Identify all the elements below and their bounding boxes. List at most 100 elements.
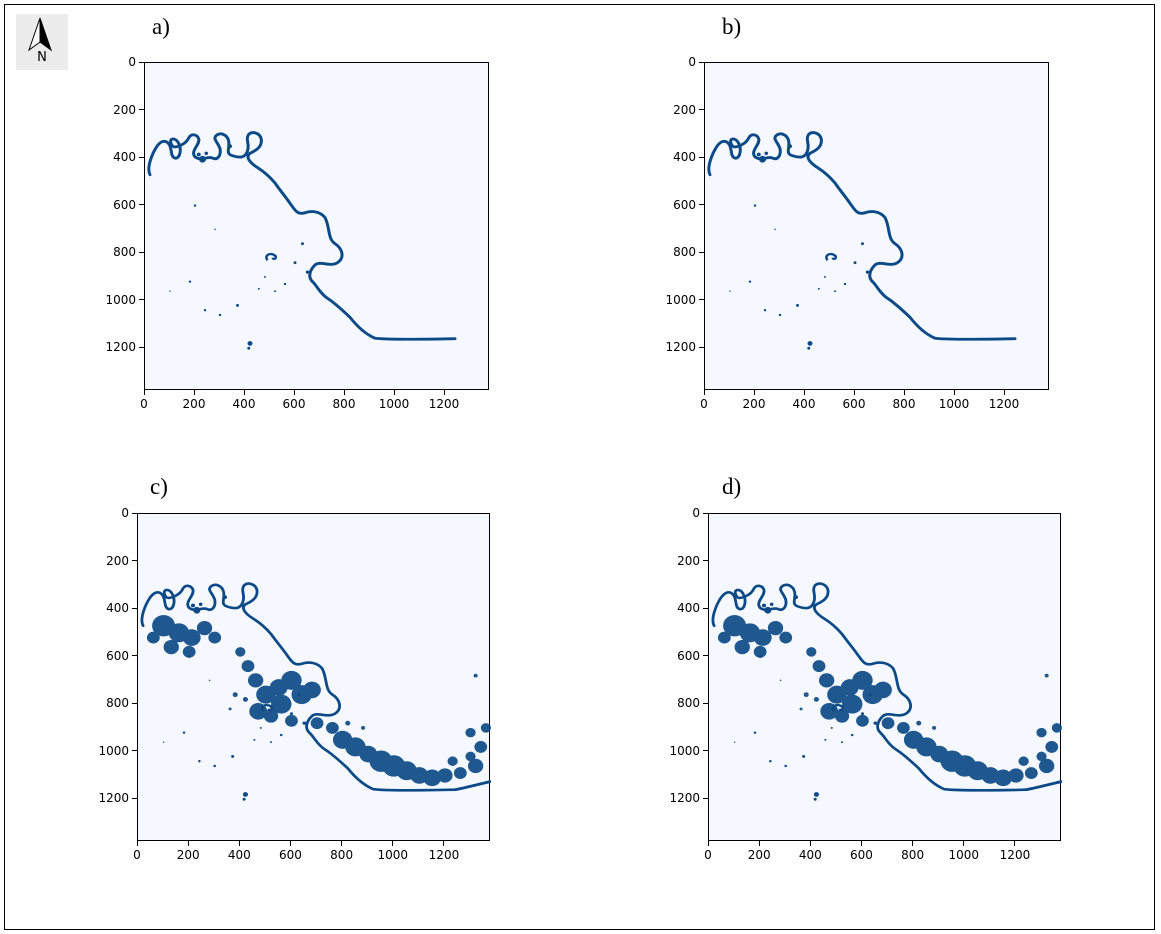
x-tick-mark [136,841,138,846]
y-tick-label: 600 [113,197,136,212]
y-tick-label: 800 [673,245,696,260]
x-tick-mark [393,390,395,395]
x-tick-mark [753,390,755,395]
x-tick-label: 400 [798,848,822,862]
y-tick-label: 400 [113,150,136,165]
water-mask-image [140,582,491,801]
y-tick-label: 0 [692,506,700,520]
x-tick-mark [293,390,295,395]
x-tick-label: 600 [842,397,866,411]
y-tick-mark [703,512,708,514]
y-tick-mark [139,156,144,158]
x-tick-mark [238,841,240,846]
y-tick-label: 1200 [669,791,700,806]
y-tick-label: 600 [106,648,129,663]
water-patches [169,144,310,350]
x-tick-mark [341,841,343,846]
y-tick-mark [139,61,144,63]
y-tick-mark [703,560,708,562]
heatmap-axes-b [704,62,1049,390]
y-tick-label: 1000 [105,292,136,307]
x-tick-label: 1000 [377,848,409,862]
x-tick-mark [809,841,811,846]
x-tick-label: 0 [704,848,712,862]
y-tick-mark [699,299,704,301]
y-tick-label: 400 [677,601,700,616]
x-tick-label: 400 [232,397,256,411]
y-tick-mark [139,109,144,111]
heatmap-axes-c [137,513,491,841]
y-tick-mark [132,702,137,704]
panel-label-c: c) [150,474,168,499]
river-channel [147,131,457,341]
oxbow-lake [265,252,278,261]
y-tick-mark [139,346,144,348]
water-mask-image [707,131,1017,350]
x-tick-label: 600 [850,848,873,862]
y-tick-label: 800 [113,245,136,260]
river-channel [140,582,457,792]
x-tick-mark [243,390,245,395]
y-tick-mark [132,655,137,657]
oxbow-lake [825,252,838,261]
x-tick-label: 1200 [999,848,1031,862]
y-tick-label: 800 [106,696,129,711]
y-tick-mark [703,655,708,657]
x-tick-mark [343,390,345,395]
x-tick-label: 800 [901,848,925,862]
x-tick-mark [187,841,189,846]
x-tick-mark [193,390,195,395]
y-tick-mark [703,750,708,752]
y-tick-mark [703,702,708,704]
y-tick-label: 1000 [665,292,696,307]
x-tick-mark [912,841,914,846]
y-tick-label: 200 [113,102,136,117]
x-tick-label: 600 [282,397,306,411]
river-channel [711,582,1028,792]
x-tick-label: 800 [330,848,354,862]
y-tick-mark [132,750,137,752]
x-tick-label: 800 [332,397,356,411]
y-tick-mark [139,204,144,206]
x-tick-label: 800 [892,397,916,411]
x-tick-mark [953,390,955,395]
x-tick-label: 400 [792,397,816,411]
panel-label-d: d) [722,474,742,499]
y-tick-mark [699,346,704,348]
oxbow-lake [260,703,274,712]
y-tick-mark [132,512,137,514]
water-mask-image [711,582,1062,801]
y-tick-mark [139,299,144,301]
y-tick-label: 1200 [665,340,696,355]
y-tick-label: 200 [673,102,696,117]
x-tick-label: 0 [700,397,708,411]
water-patches [729,144,870,350]
x-tick-label: 1000 [378,397,410,411]
y-tick-label: 400 [673,150,696,165]
x-tick-label: 0 [133,848,141,862]
oxbow-lake [831,703,845,712]
y-tick-label: 1200 [98,791,129,806]
x-tick-label: 1200 [428,848,460,862]
x-tick-label: 1000 [948,848,980,862]
x-tick-label: 200 [747,848,771,862]
x-tick-mark [963,841,965,846]
river-channel-extension [454,780,491,792]
y-tick-label: 0 [128,55,136,69]
y-tick-mark [132,607,137,609]
y-tick-label: 600 [677,648,700,663]
north-compass: N [16,14,68,70]
panel-label-b: b) [722,14,742,39]
x-tick-mark [853,390,855,395]
x-tick-label: 400 [227,848,251,862]
water-mask-image [147,131,457,350]
x-tick-mark [903,390,905,395]
river-channel [707,131,1017,341]
y-tick-mark [132,797,137,799]
y-tick-mark [699,109,704,111]
y-tick-mark [703,797,708,799]
x-tick-mark [703,390,705,395]
y-tick-label: 200 [106,553,129,568]
north-letter: N [37,50,47,65]
x-tick-label: 200 [742,397,766,411]
